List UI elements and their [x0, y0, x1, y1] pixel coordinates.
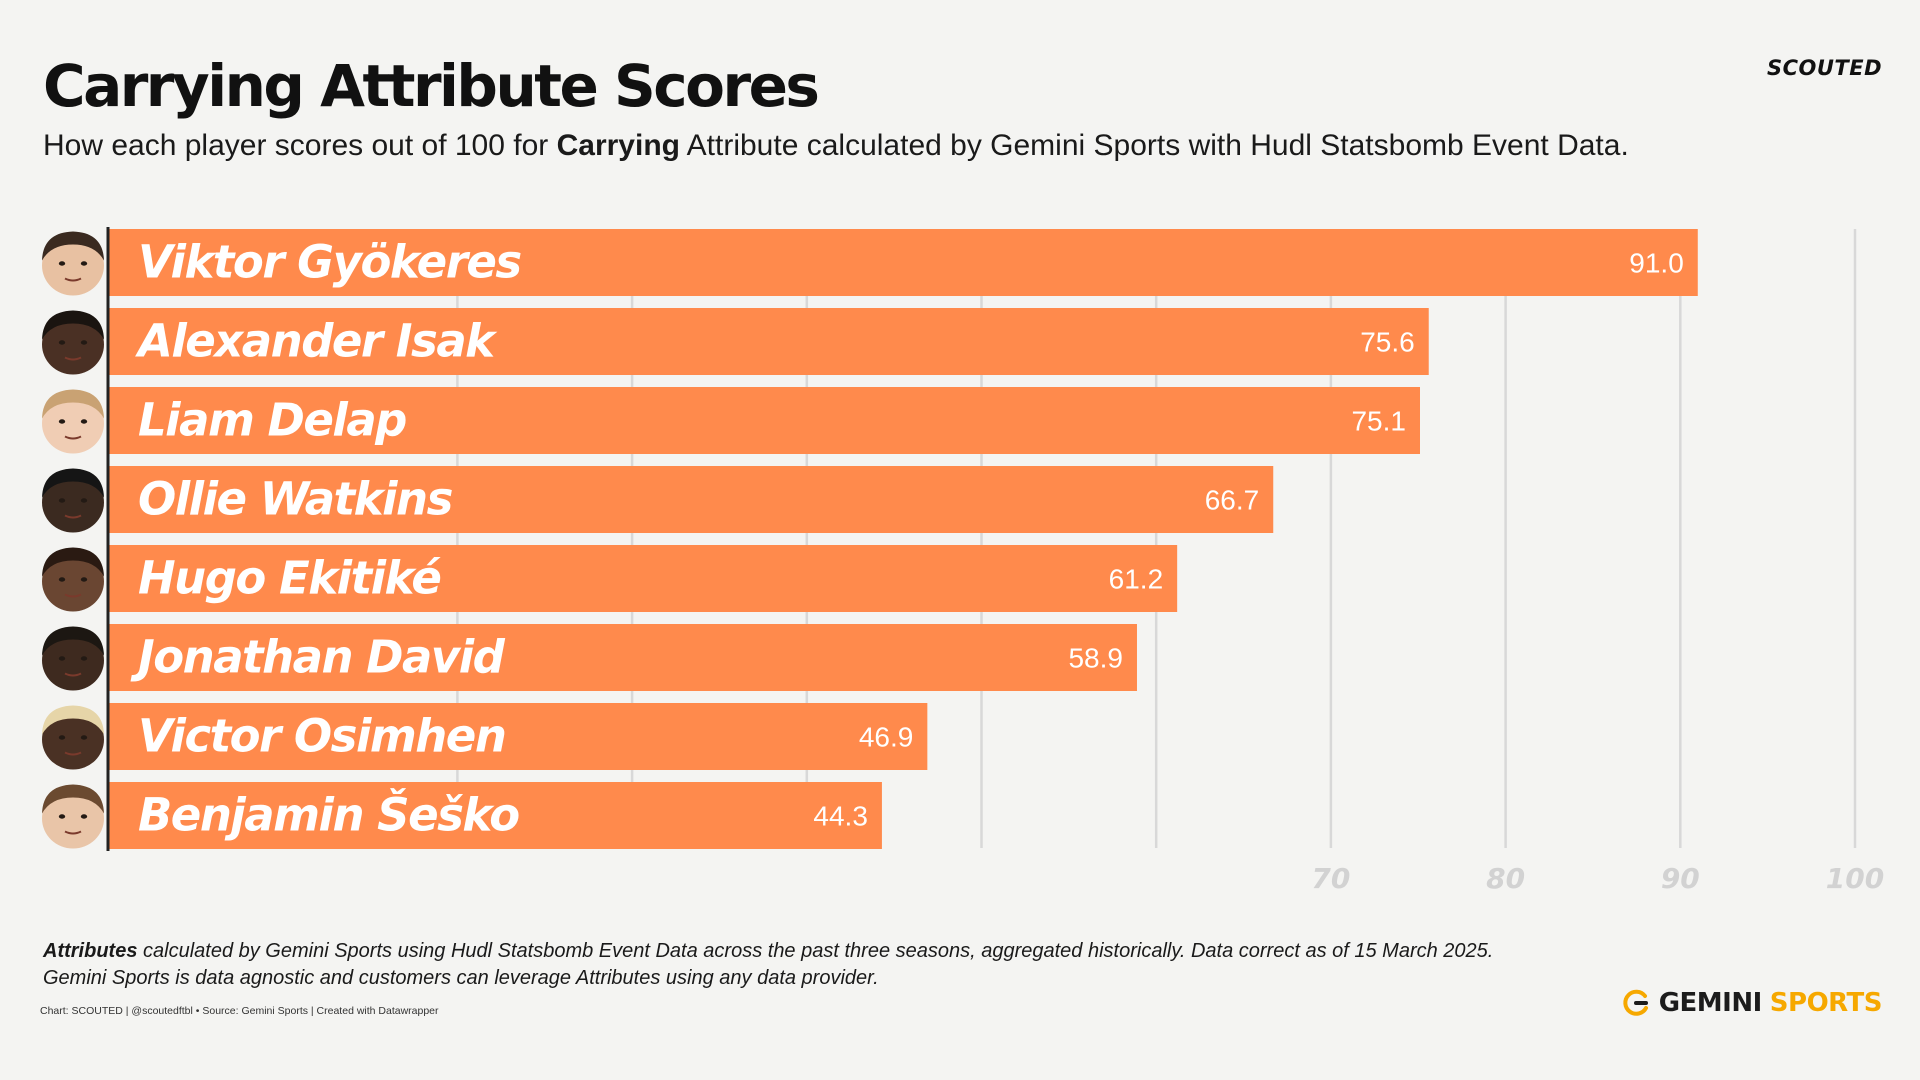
gemini-sports-logo: GEMINI SPORTS: [1621, 988, 1883, 1018]
player-photo-7: [42, 705, 104, 770]
chart-credit: Chart: SCOUTED | @scoutedftbl • Source: …: [40, 1005, 439, 1017]
footer-note: Attributes calculated by Gemini Sports u…: [43, 938, 1603, 992]
x-tick-label-80: 80: [1486, 862, 1525, 895]
gemini-logo-icon: [1623, 989, 1648, 1016]
value-label-5: 61.2: [1109, 564, 1164, 595]
bar-7: [108, 703, 928, 770]
bar-label-1: Viktor Gyökeres: [138, 236, 521, 289]
footer-line1: calculated by Gemini Sports using Hudl S…: [137, 940, 1494, 962]
bar-label-2: Alexander Isak: [135, 315, 498, 368]
bar-label-8: Benjamin Šeško: [138, 789, 519, 842]
bar-label-7: Victor Osimhen: [138, 710, 505, 763]
value-label-3: 75.1: [1351, 406, 1406, 437]
player-photo-4: [42, 468, 104, 533]
sports-word: SPORTS: [1769, 988, 1883, 1018]
player-photo-2: [42, 310, 104, 375]
bar-label-3: Liam Delap: [138, 394, 406, 447]
subtitle-pre: How each player scores out of 100 for: [43, 129, 557, 162]
bar-2: [108, 308, 1429, 375]
player-photo-3: [42, 389, 104, 454]
bar-6: [108, 624, 1137, 691]
value-label-8: 44.3: [813, 801, 868, 832]
bar-3: [108, 387, 1420, 454]
footer-line2: Gemini Sports is data agnostic and custo…: [43, 967, 879, 989]
x-tick-label-70: 70: [1311, 862, 1350, 895]
x-tick-label-90: 90: [1661, 862, 1700, 895]
player-photo-5: [42, 547, 104, 612]
player-photo-6: [42, 626, 104, 691]
bar-label-6: Jonathan David: [130, 631, 506, 684]
subtitle-post: Attribute calculated by Gemini Sports wi…: [679, 129, 1629, 162]
bar-label-4: Ollie Watkins: [138, 473, 453, 526]
subtitle-bold: Carrying: [556, 129, 680, 162]
value-label-7: 46.9: [859, 722, 914, 753]
bar-chart: Viktor Gyökeres 91.0 Alexander Isak 75.6 Lia…: [42, 227, 1884, 895]
bar-1: [108, 229, 1698, 296]
value-label-4: 66.7: [1205, 485, 1260, 516]
chart-subtitle: How each player scores out of 100 for Ca…: [43, 128, 1629, 164]
value-label-6: 58.9: [1068, 643, 1123, 674]
bar-label-5: Hugo Ekitiké: [138, 552, 441, 605]
x-tick-label-100: 100: [1826, 862, 1884, 895]
gemini-word: GEMINI: [1658, 988, 1763, 1018]
bar-4: [108, 466, 1274, 533]
chart-title: Carrying Attribute Scores: [43, 52, 820, 120]
player-photo-1: [42, 231, 104, 296]
bar-8: [108, 782, 882, 849]
value-label-2: 75.6: [1360, 327, 1415, 358]
bar-5: [108, 545, 1178, 612]
footer-bold: Attributes: [43, 940, 138, 962]
player-photo-8: [42, 784, 104, 849]
scouted-logo: SCOUTED: [1766, 56, 1882, 80]
value-label-1: 91.0: [1629, 248, 1684, 279]
